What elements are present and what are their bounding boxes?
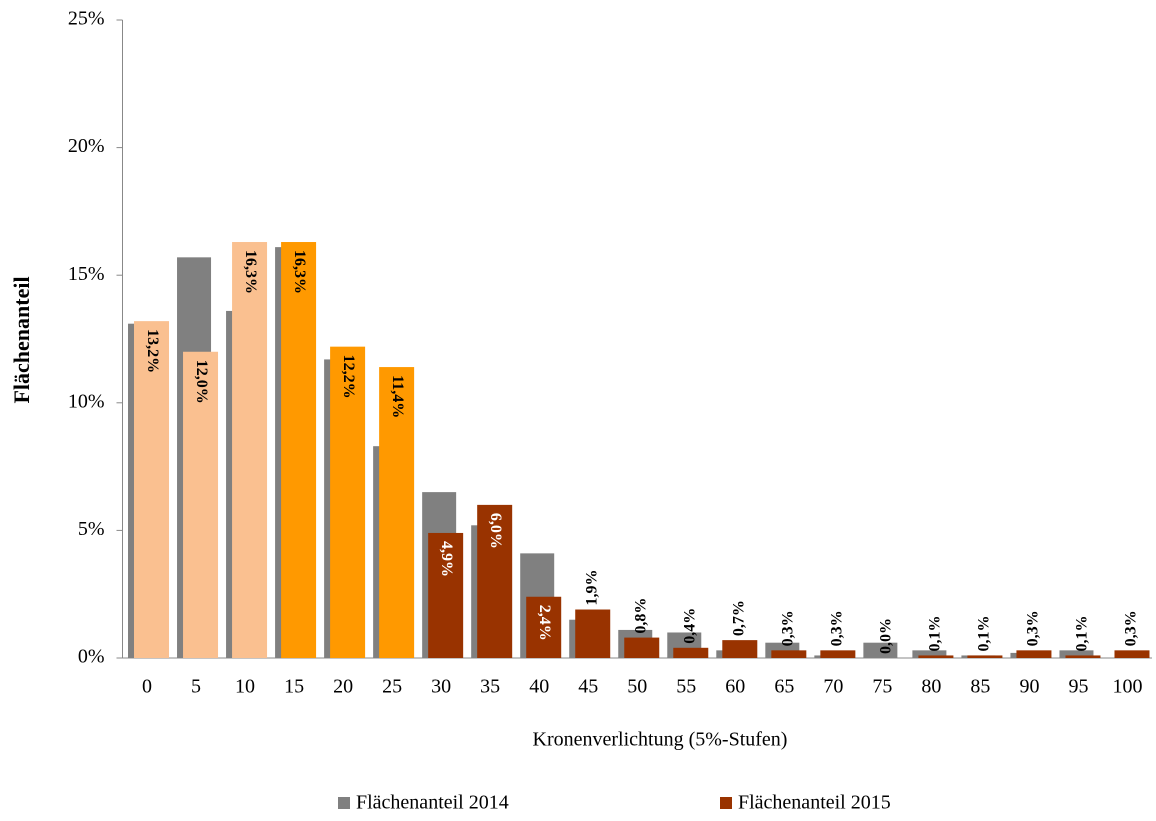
bar — [477, 504, 513, 658]
value-label: 2,4% — [536, 605, 553, 641]
legend-swatch — [720, 797, 732, 809]
x-tick-label: 35 — [480, 676, 500, 698]
x-tick-label: 100 — [1112, 676, 1142, 698]
legend-swatch — [338, 797, 350, 809]
x-axis-title: Kronenverlichtung (5%-Stufen) — [533, 729, 788, 751]
x-tick-label: 20 — [333, 676, 353, 698]
value-label: 0,8% — [632, 598, 649, 634]
bar — [863, 642, 898, 658]
bar — [912, 650, 947, 658]
x-tick-label: 10 — [235, 676, 255, 698]
value-label: 0,3% — [829, 610, 846, 646]
value-label: 0,4% — [681, 608, 698, 644]
bar — [673, 647, 709, 658]
y-tick-label: 5% — [78, 518, 105, 540]
bar — [1059, 650, 1094, 658]
value-label: 0,0% — [878, 618, 895, 654]
x-tick-label: 25 — [382, 676, 402, 698]
value-label: 0,3% — [1123, 610, 1140, 646]
value-label: 0,1% — [1074, 615, 1091, 651]
value-label: 0,3% — [1025, 610, 1042, 646]
bar — [379, 367, 415, 658]
bar — [771, 650, 807, 658]
value-label: 0,3% — [779, 610, 796, 646]
legend-label: Flächenanteil 2014 — [356, 792, 509, 814]
x-tick-label: 50 — [627, 676, 647, 698]
bar — [1114, 650, 1150, 658]
y-tick-label: 10% — [68, 390, 105, 412]
bar — [1016, 650, 1052, 658]
bar — [428, 532, 464, 658]
x-tick-label: 15 — [284, 676, 304, 698]
x-tick-label: 5 — [191, 676, 201, 698]
y-tick-label: 15% — [68, 263, 105, 285]
bar — [575, 609, 611, 658]
value-label: 12,0% — [193, 360, 210, 404]
x-tick-label: 70 — [823, 676, 843, 698]
bar — [526, 596, 562, 658]
bar — [183, 351, 219, 658]
bar — [232, 242, 268, 659]
y-axis-title: Flächenanteil — [9, 276, 34, 403]
x-tick-label: 95 — [1068, 676, 1088, 698]
y-tick-label: 0% — [78, 646, 105, 668]
value-label: 0,1% — [976, 615, 993, 651]
x-tick-label: 90 — [1019, 676, 1039, 698]
bar — [918, 655, 954, 658]
y-tick-label: 25% — [68, 8, 105, 30]
bar — [967, 655, 1003, 658]
x-tick-label: 60 — [725, 676, 745, 698]
x-tick-label: 55 — [676, 676, 696, 698]
x-tick-label: 75 — [872, 676, 892, 698]
value-label: 13,2% — [144, 329, 161, 373]
x-tick-label: 40 — [529, 676, 549, 698]
bar — [624, 637, 660, 658]
x-tick-label: 30 — [431, 676, 451, 698]
value-label: 6,0% — [487, 513, 504, 549]
value-label: 11,4% — [389, 375, 406, 418]
bar — [134, 321, 170, 658]
x-tick-label: 80 — [921, 676, 941, 698]
bar — [1065, 655, 1101, 658]
bar — [330, 346, 366, 658]
value-label: 16,3% — [242, 250, 259, 294]
value-label: 16,3% — [291, 250, 308, 294]
y-tick-label: 20% — [68, 135, 105, 157]
value-label: 0,7% — [730, 600, 747, 636]
legend-label: Flächenanteil 2015 — [738, 792, 891, 814]
value-label: 0,1% — [927, 615, 944, 651]
bar — [281, 242, 317, 659]
x-tick-label: 65 — [774, 676, 794, 698]
value-label: 1,9% — [583, 570, 600, 606]
bar — [820, 650, 856, 658]
x-tick-label: 0 — [142, 676, 152, 698]
x-tick-label: 45 — [578, 676, 598, 698]
value-label: 4,9% — [438, 541, 455, 577]
bar — [722, 640, 758, 658]
value-label: 12,2% — [340, 355, 357, 399]
x-tick-label: 85 — [970, 676, 990, 698]
